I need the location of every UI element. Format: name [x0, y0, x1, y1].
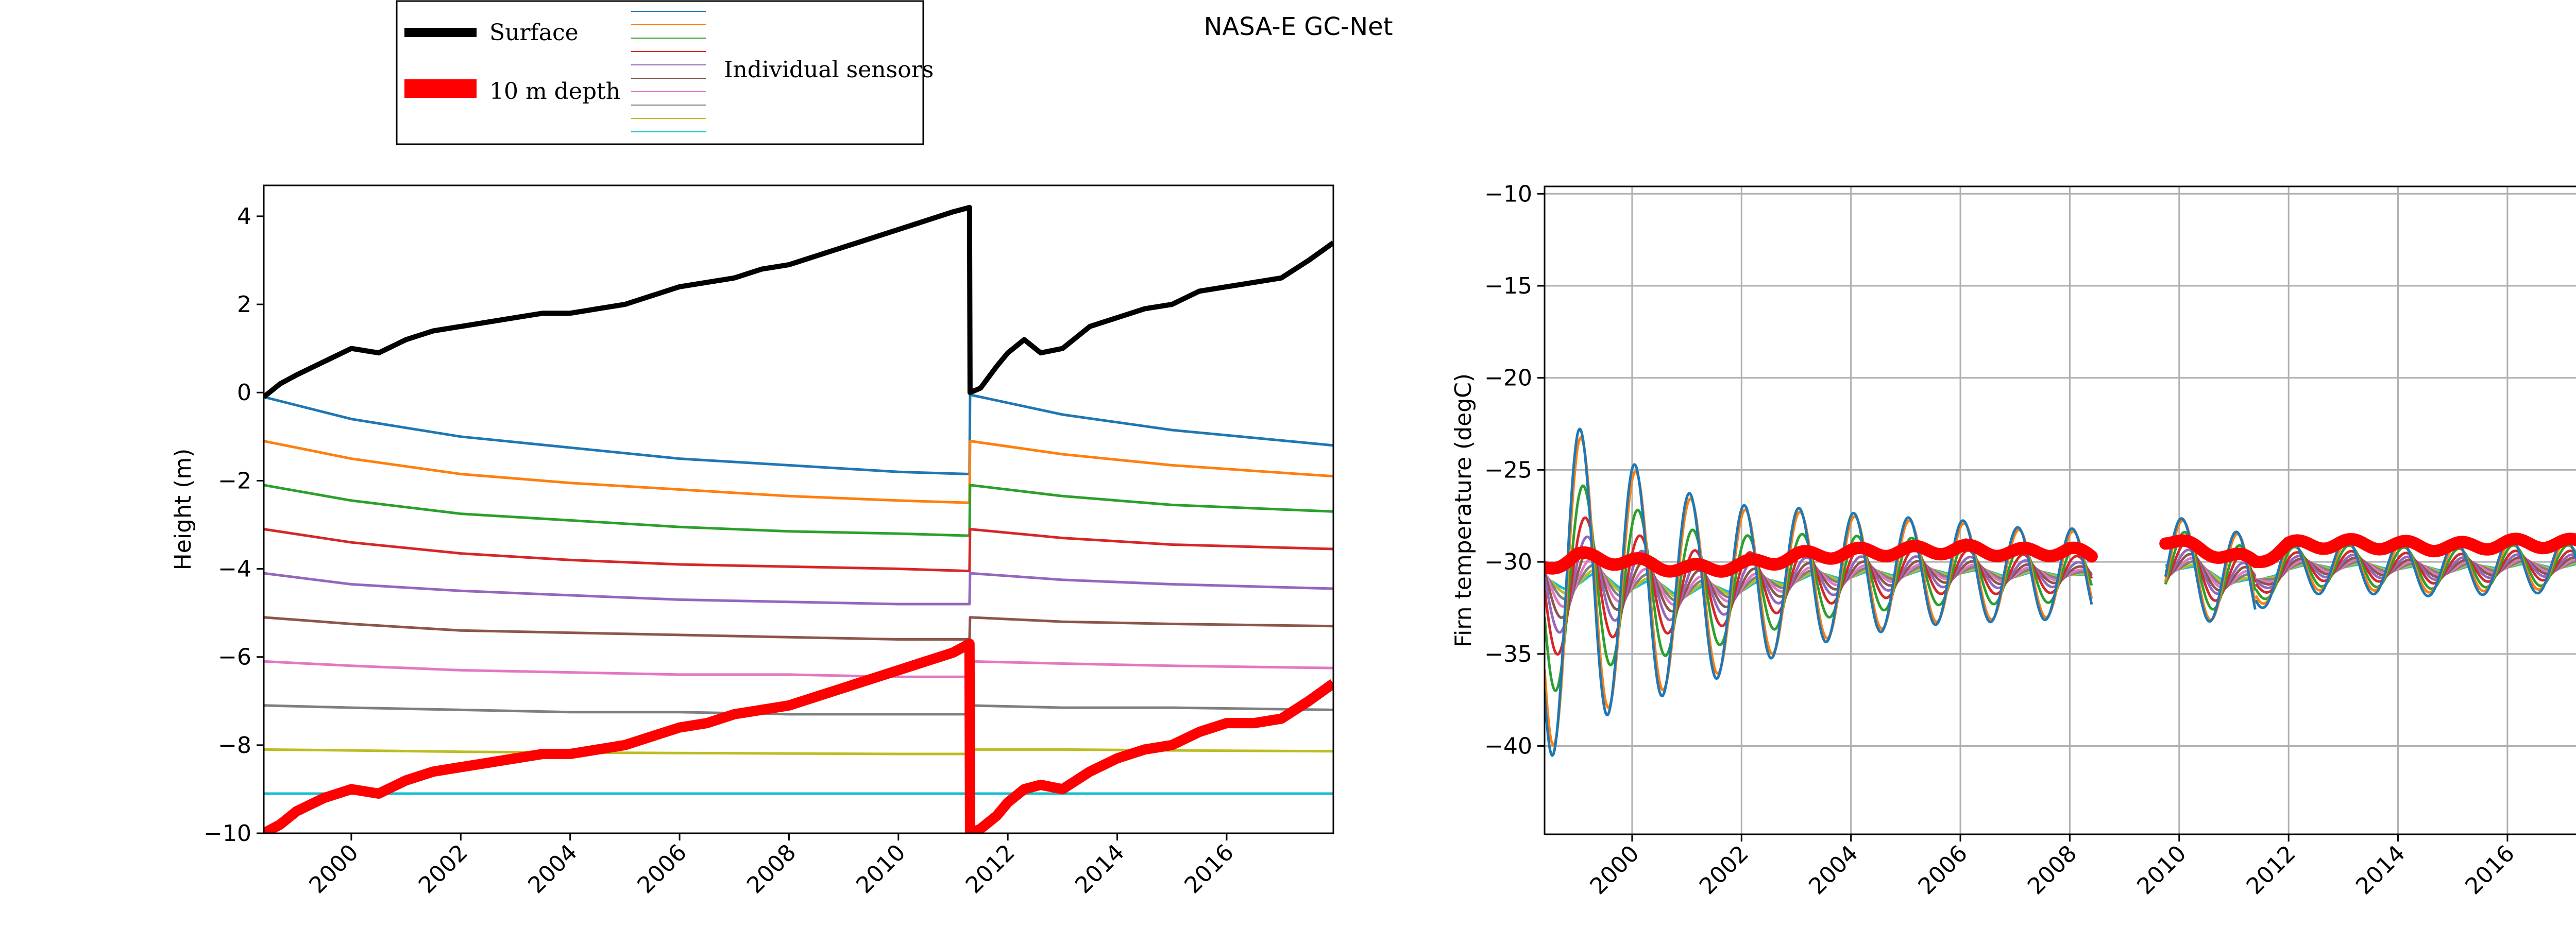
sensor5-height-line: [264, 572, 1333, 606]
sensor7-temperature-line: [2165, 557, 2257, 589]
temperature-axes-frame: [1544, 185, 2576, 835]
depth10-height-line: [264, 639, 1333, 833]
depth10-temperature-line: [1545, 539, 2098, 578]
sensor7-height-line: [264, 660, 1333, 678]
legend: Surface 10 m depth Individual sensors: [396, 0, 934, 145]
height-ylabel: Height (m): [170, 449, 196, 571]
sensor5-temperature-line: [2164, 548, 2257, 595]
sensor8-height-line: [264, 704, 1333, 716]
temperature-yticks: −10 −15 −20 −25 −30 −35 −40: [1484, 181, 1545, 759]
temperature-series: [1545, 427, 2576, 757]
legend-depth-label: 10 m depth: [489, 78, 620, 105]
height-ytick-label: −6: [218, 644, 251, 671]
height-ytick-label: −10: [204, 820, 251, 847]
sensor4-temperature-line: [2255, 550, 2576, 594]
height-series: [264, 204, 1333, 833]
figure-title: NASA-E GC-Net: [1204, 12, 1393, 41]
sensor8-temperature-line: [2165, 560, 2256, 587]
sensor6-temperature-line: [2165, 553, 2257, 592]
temperature-ylabel: Firn temperature (degC): [1450, 373, 1477, 647]
temperature-ytick-label: −10: [1484, 181, 1532, 207]
sensor2-height-line: [264, 439, 1333, 504]
temperature-ytick-label: −35: [1484, 641, 1532, 667]
sensor1-temperature-line: [1545, 427, 2093, 757]
height-ytick-label: 0: [237, 380, 251, 406]
temperature-ytick-label: −40: [1484, 733, 1532, 759]
height-ytick-label: −4: [218, 556, 251, 582]
sensor1-temperature-line: [2255, 537, 2576, 609]
sensor1-temperature-line: [2164, 517, 2257, 623]
height-yticks: 4 2 0 −2 −4 −6 −8 −10: [204, 203, 264, 847]
sensor1-height-line: [264, 393, 1333, 475]
height-ytick-label: 4: [237, 203, 251, 230]
height-ytick-label: 2: [237, 291, 251, 318]
depth10-temperature-line: [2159, 534, 2262, 569]
legend-sensors-label: Individual sensors: [724, 57, 934, 83]
surface-height-line: [264, 204, 1333, 399]
sensor3-height-line: [264, 484, 1333, 537]
height-axes-frame: [263, 184, 1334, 834]
sensor6-height-line: [264, 616, 1333, 641]
height-ytick-label: −8: [218, 732, 251, 759]
legend-sensor-lines: [631, 11, 706, 132]
depth10-temperature-line: [2249, 533, 2576, 569]
sensor4-height-line: [264, 528, 1333, 573]
temperature-ytick-label: −25: [1484, 457, 1532, 483]
temperature-ytick-label: −20: [1484, 365, 1532, 391]
height-ytick-label: −2: [218, 468, 251, 494]
sensor9-height-line: [264, 748, 1333, 756]
temperature-ytick-label: −15: [1484, 273, 1532, 299]
temperature-ytick-label: −30: [1484, 549, 1532, 575]
legend-surface-label: Surface: [489, 20, 579, 46]
